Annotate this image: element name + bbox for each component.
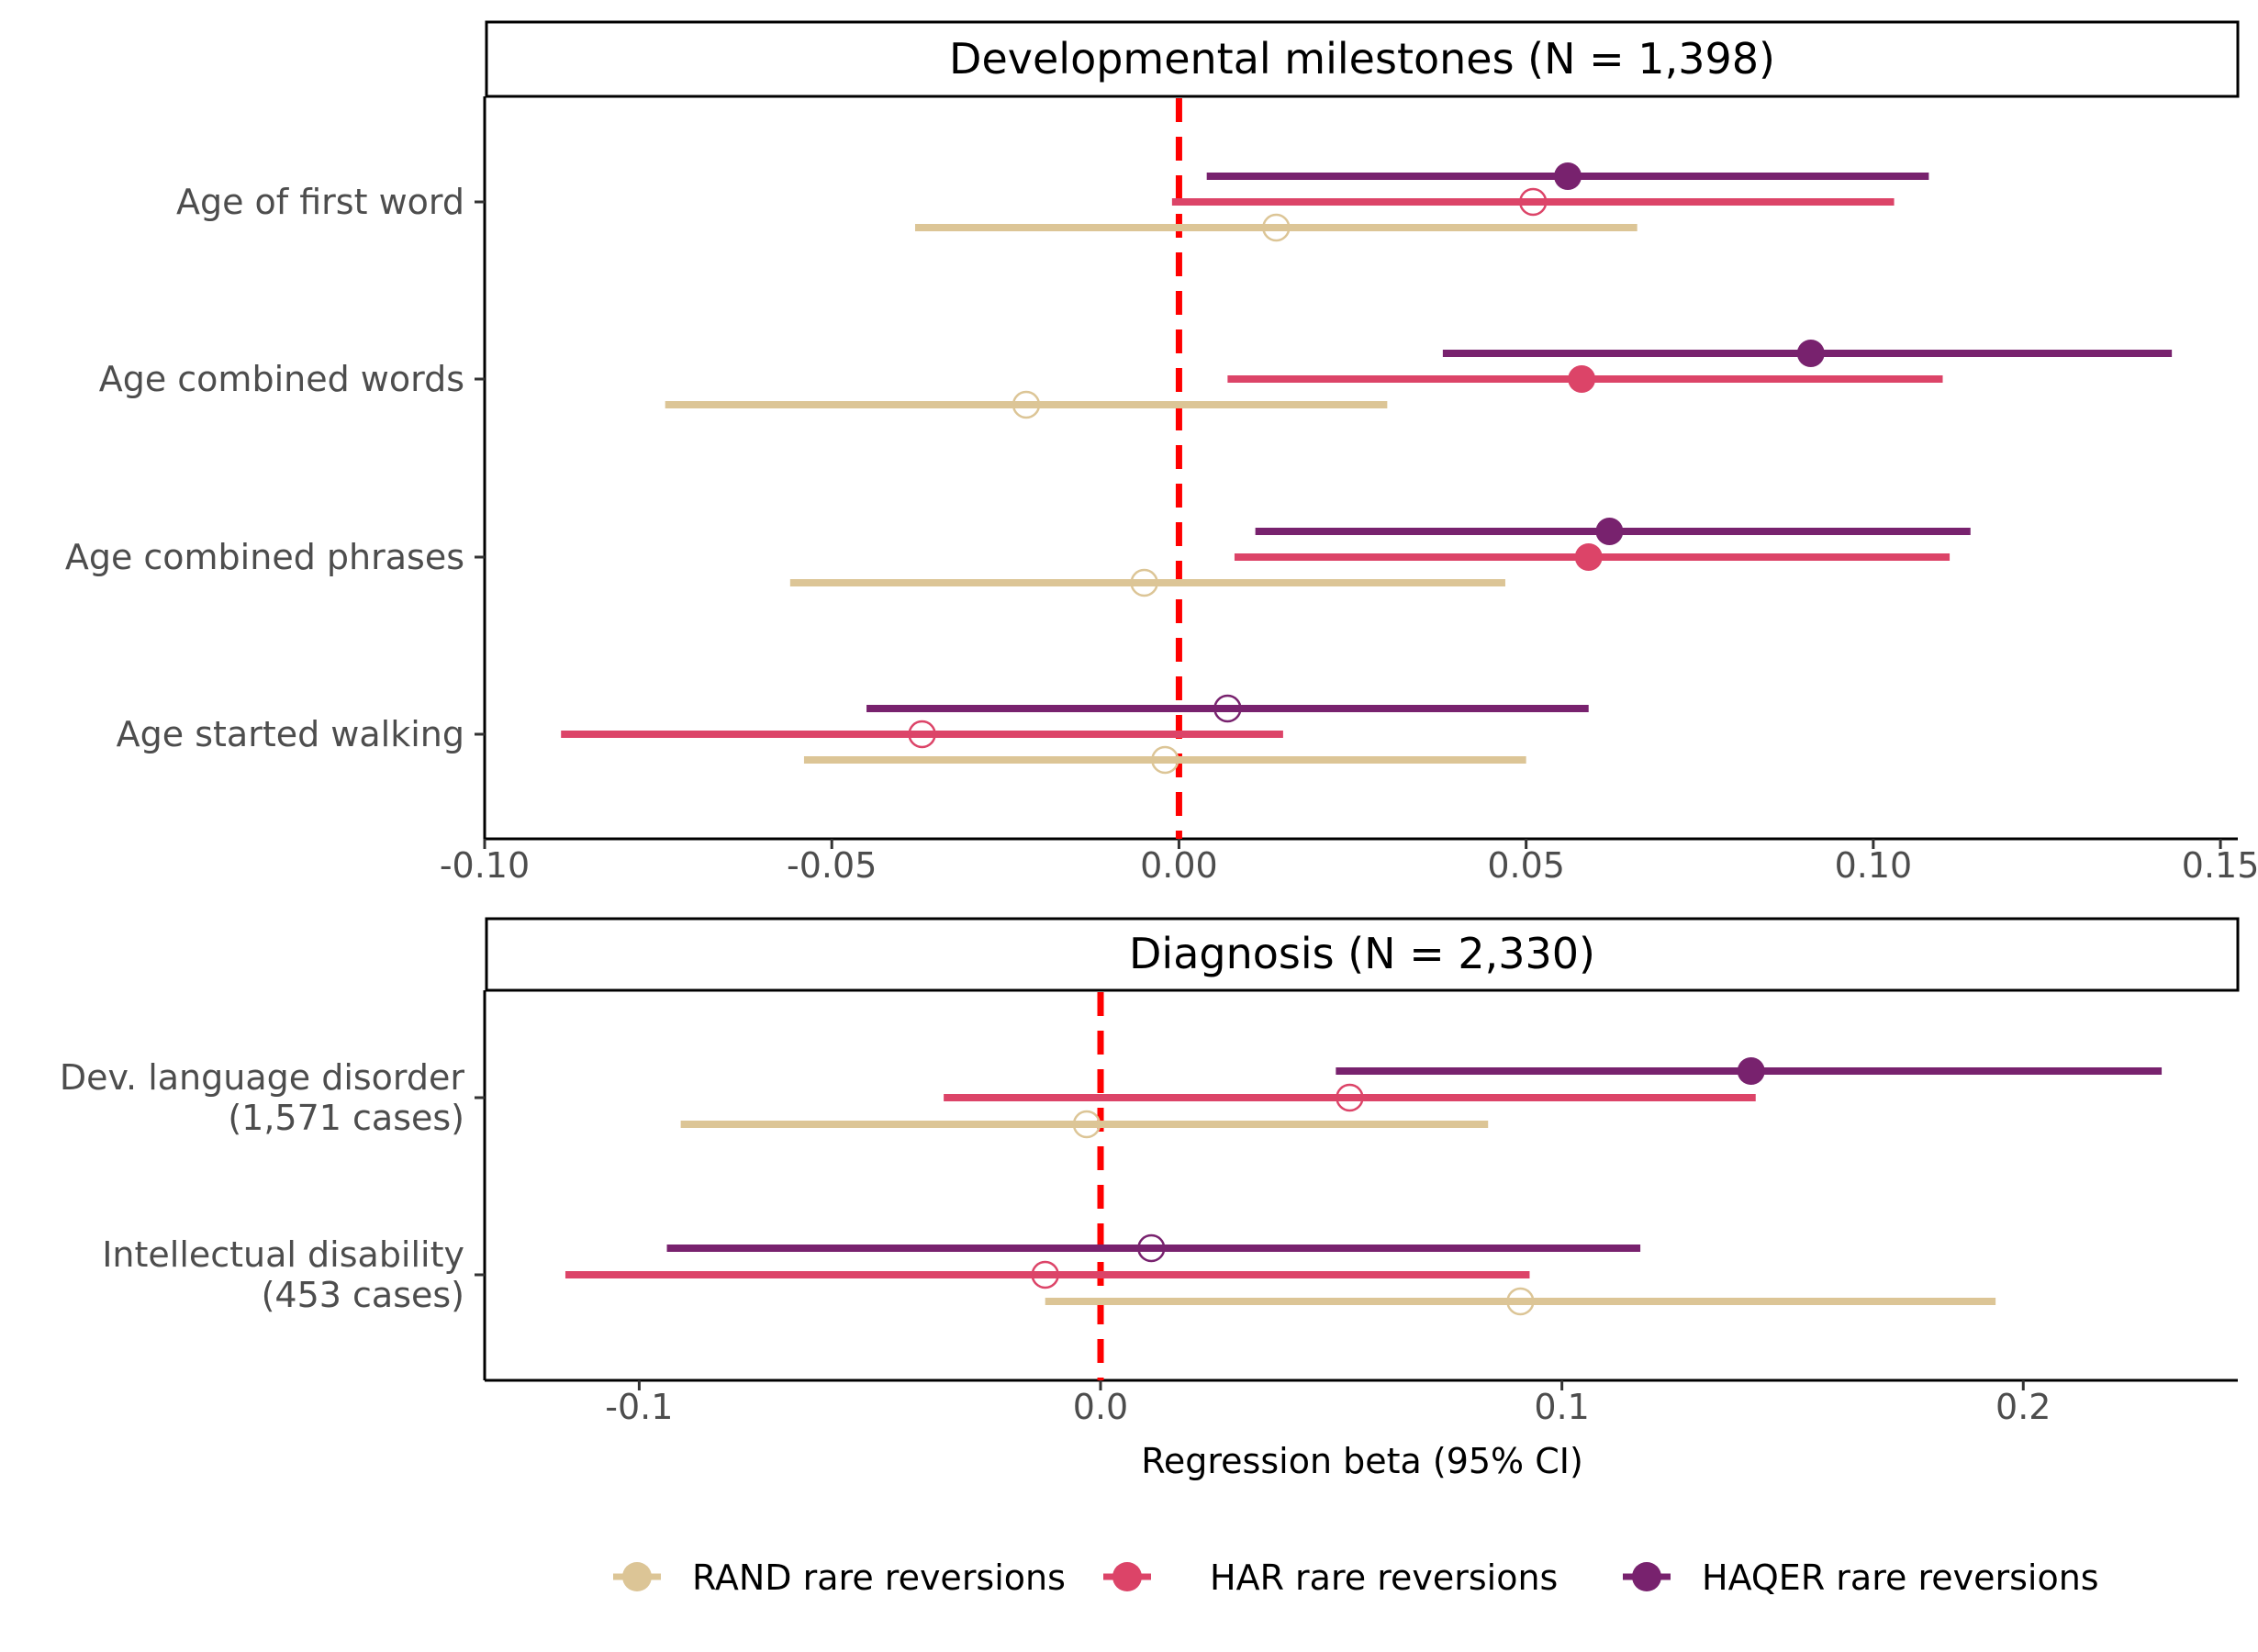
x-tick-label: -0.1 <box>605 1387 673 1427</box>
point-estimate <box>1031 1260 1059 1289</box>
panel-title: Developmental milestones (N = 1,398) <box>949 34 1775 84</box>
point-estimate <box>1072 1110 1101 1139</box>
y-tick-label: Intellectual disability (453 cases) <box>102 1234 464 1315</box>
y-tick-label-line: (453 cases) <box>262 1275 464 1315</box>
y-tick-group: Dev. language disorder (1,571 cases) Intel… <box>60 1057 485 1315</box>
y-tick-label: Age of first word <box>176 182 464 222</box>
point-estimate <box>1262 213 1291 242</box>
legend-key-point <box>1112 1562 1142 1591</box>
point-estimate <box>1554 162 1582 190</box>
x-tick-label: -0.05 <box>787 845 877 886</box>
panel-title: Diagnosis (N = 2,330) <box>1129 929 1595 978</box>
point-estimate <box>1336 1083 1364 1112</box>
point-estimate <box>1151 745 1179 775</box>
x-tick-label: 0.15 <box>2182 845 2258 886</box>
y-tick-label-line: Age combined phrases <box>65 537 464 577</box>
series-group <box>564 1057 2163 1316</box>
point-estimate <box>1595 518 1624 545</box>
x-axis-title: Regression beta (95% CI) <box>1141 1441 1583 1481</box>
x-tick-label: 0.1 <box>1534 1387 1589 1427</box>
y-tick-label: Age combined words <box>99 359 464 399</box>
x-tick-label: 0.2 <box>1995 1387 2051 1427</box>
x-tick-label: 0.00 <box>1140 845 1218 886</box>
panel-diagnosis: Diagnosis (N = 2,330) Dev. language diso… <box>60 917 2240 1427</box>
y-tick-group: Age of first word Age combined words Age c… <box>65 182 485 754</box>
y-tick-label-line: Age of first word <box>176 182 464 222</box>
y-tick-label-line: Intellectual disability <box>102 1234 464 1275</box>
legend-label: HAR rare reversions <box>1210 1557 1558 1598</box>
point-estimate <box>1506 1287 1535 1316</box>
x-tick-group: -0.10 -0.05 0.00 0.05 0.10 0.15 <box>440 839 2258 886</box>
strip-box <box>485 20 2240 98</box>
y-tick-label: Dev. language disorder (1,571 cases) <box>60 1057 465 1138</box>
panel-developmental-milestones: Developmental milestones (N = 1,398) Age… <box>65 20 2258 886</box>
legend-label: RAND rare reversions <box>692 1557 1066 1598</box>
legend-key-point <box>622 1562 652 1591</box>
y-tick-label-line: Age combined words <box>99 359 464 399</box>
point-estimate <box>908 720 936 749</box>
x-tick-group: -0.1 0.0 0.1 0.2 <box>605 1380 2051 1427</box>
y-tick-label-line: Dev. language disorder <box>60 1057 465 1098</box>
y-tick-label-line: (1,571 cases) <box>228 1098 464 1138</box>
y-tick-label-line: Age started walking <box>117 714 464 754</box>
series-group <box>561 162 2173 775</box>
legend-item: RAND rare reversions <box>613 1557 1066 1598</box>
point-estimate <box>1012 390 1041 419</box>
point-estimate <box>1737 1057 1765 1085</box>
y-tick-label: Age combined phrases <box>65 537 464 577</box>
legend-item: HAQER rare reversions <box>1623 1557 2099 1598</box>
point-estimate <box>1574 543 1603 571</box>
legend-key-point <box>1632 1562 1661 1591</box>
point-estimate <box>1796 340 1825 367</box>
legend-item: HAR rare reversions <box>1103 1557 1558 1598</box>
legend: RAND rare reversions HAR rare reversions… <box>613 1557 2099 1598</box>
point-estimate <box>1213 694 1242 723</box>
point-estimate <box>1518 187 1548 217</box>
x-tick-label: 0.10 <box>1835 845 1913 886</box>
x-tick-label: 0.0 <box>1073 1387 1128 1427</box>
point-estimate <box>1130 568 1158 597</box>
point-estimate <box>1568 365 1596 393</box>
x-tick-label: 0.05 <box>1487 845 1565 886</box>
x-tick-label: -0.10 <box>440 845 530 886</box>
strip-box <box>485 917 2240 992</box>
point-estimate <box>1137 1233 1166 1263</box>
y-tick-label: Age started walking <box>117 714 464 754</box>
legend-label: HAQER rare reversions <box>1702 1557 2099 1598</box>
